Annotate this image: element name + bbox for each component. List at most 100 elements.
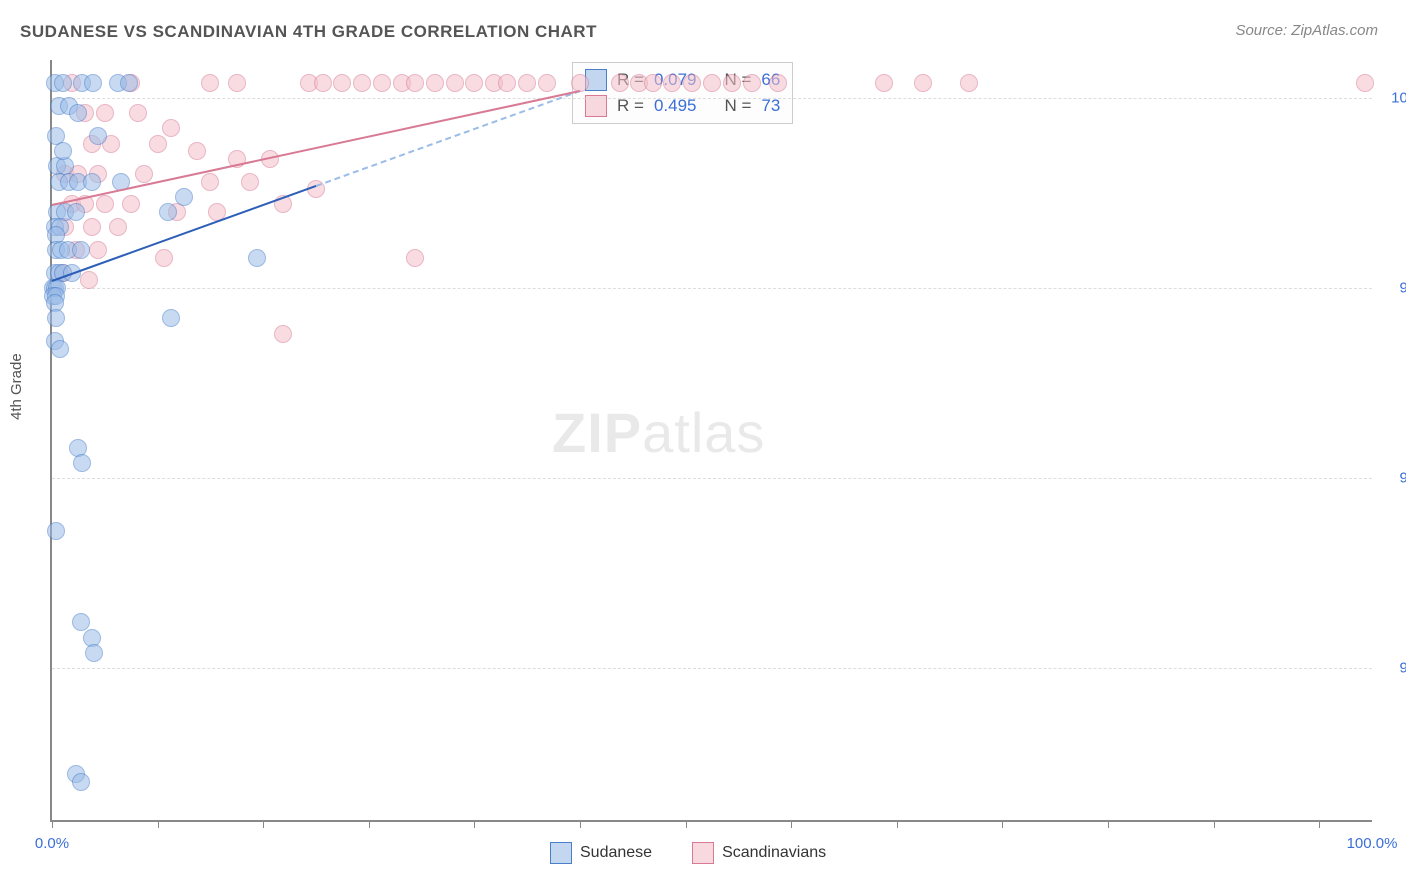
data-point <box>611 74 629 92</box>
data-point <box>914 74 932 92</box>
data-point <box>446 74 464 92</box>
xtick-label: 0.0% <box>35 835 69 852</box>
data-point <box>248 249 266 267</box>
stat-label: N = <box>724 96 751 116</box>
xtick <box>1108 820 1109 828</box>
data-point <box>498 74 516 92</box>
watermark-light: atlas <box>642 401 765 464</box>
data-point <box>67 203 85 221</box>
xtick-label: 100.0% <box>1347 835 1398 852</box>
data-point <box>51 340 69 358</box>
xtick <box>1214 820 1215 828</box>
swatch-icon <box>550 842 572 864</box>
data-point <box>149 135 167 153</box>
stats-row-b: R = 0.495 N = 73 <box>581 93 784 119</box>
legend-label: Scandinavians <box>722 844 826 862</box>
swatch-icon <box>692 842 714 864</box>
scatter-plot: ZIPatlas R = 0.079 N = 66 R = 0.495 N = … <box>50 60 1372 822</box>
xtick <box>52 820 53 828</box>
data-point <box>85 644 103 662</box>
data-point <box>120 74 138 92</box>
data-point <box>875 74 893 92</box>
y-axis-label: 4th Grade <box>8 353 25 420</box>
data-point <box>159 203 177 221</box>
xtick <box>686 820 687 828</box>
xtick <box>897 820 898 828</box>
data-point <box>83 173 101 191</box>
data-point <box>47 309 65 327</box>
xtick <box>369 820 370 828</box>
stat-value: 0.495 <box>654 96 697 116</box>
watermark-bold: ZIP <box>552 401 642 464</box>
data-point <box>54 74 72 92</box>
data-point <box>201 74 219 92</box>
data-point <box>155 249 173 267</box>
data-point <box>373 74 391 92</box>
data-point <box>162 309 180 327</box>
ytick-label: 97.5% <box>1382 280 1406 297</box>
data-point <box>663 74 681 92</box>
legend-item-a: Sudanese <box>550 842 652 864</box>
data-point <box>406 249 424 267</box>
xtick <box>263 820 264 828</box>
data-point <box>571 74 589 92</box>
data-point <box>54 142 72 160</box>
xtick <box>1319 820 1320 828</box>
ytick-label: 92.5% <box>1382 660 1406 677</box>
data-point <box>135 165 153 183</box>
data-point <box>333 74 351 92</box>
data-point <box>241 173 259 191</box>
data-point <box>73 454 91 472</box>
stat-value: 73 <box>761 96 780 116</box>
data-point <box>274 325 292 343</box>
data-point <box>47 522 65 540</box>
data-point <box>743 74 761 92</box>
data-point <box>175 188 193 206</box>
data-point <box>188 142 206 160</box>
data-point <box>406 74 424 92</box>
data-point <box>518 74 536 92</box>
stat-label: R = <box>617 96 644 116</box>
legend-bottom: Sudanese Scandinavians <box>550 842 826 864</box>
data-point <box>109 218 127 236</box>
data-point <box>644 74 662 92</box>
gridline <box>52 478 1372 479</box>
data-point <box>83 218 101 236</box>
ytick-label: 100.0% <box>1382 90 1406 107</box>
data-point <box>69 104 87 122</box>
data-point <box>723 74 741 92</box>
legend-item-b: Scandinavians <box>692 842 826 864</box>
data-point <box>314 74 332 92</box>
data-point <box>162 119 180 137</box>
data-point <box>703 74 721 92</box>
data-point <box>353 74 371 92</box>
data-point <box>84 74 102 92</box>
chart-title: SUDANESE VS SCANDINAVIAN 4TH GRADE CORRE… <box>20 22 597 42</box>
data-point <box>201 173 219 191</box>
xtick <box>580 820 581 828</box>
stats-legend: R = 0.079 N = 66 R = 0.495 N = 73 <box>572 62 793 124</box>
data-point <box>228 74 246 92</box>
ytick-label: 95.0% <box>1382 470 1406 487</box>
data-point <box>129 104 147 122</box>
source-label: Source: ZipAtlas.com <box>1235 22 1378 39</box>
data-point <box>538 74 556 92</box>
data-point <box>683 74 701 92</box>
gridline <box>52 668 1372 669</box>
gridline <box>52 98 1372 99</box>
xtick <box>474 820 475 828</box>
data-point <box>72 773 90 791</box>
data-point <box>80 271 98 289</box>
data-point <box>960 74 978 92</box>
data-point <box>72 241 90 259</box>
xtick <box>791 820 792 828</box>
xtick <box>158 820 159 828</box>
data-point <box>769 74 787 92</box>
xtick <box>1002 820 1003 828</box>
watermark: ZIPatlas <box>552 400 765 465</box>
data-point <box>426 74 444 92</box>
data-point <box>89 241 107 259</box>
gridline <box>52 288 1372 289</box>
data-point <box>96 195 114 213</box>
data-point <box>122 195 140 213</box>
